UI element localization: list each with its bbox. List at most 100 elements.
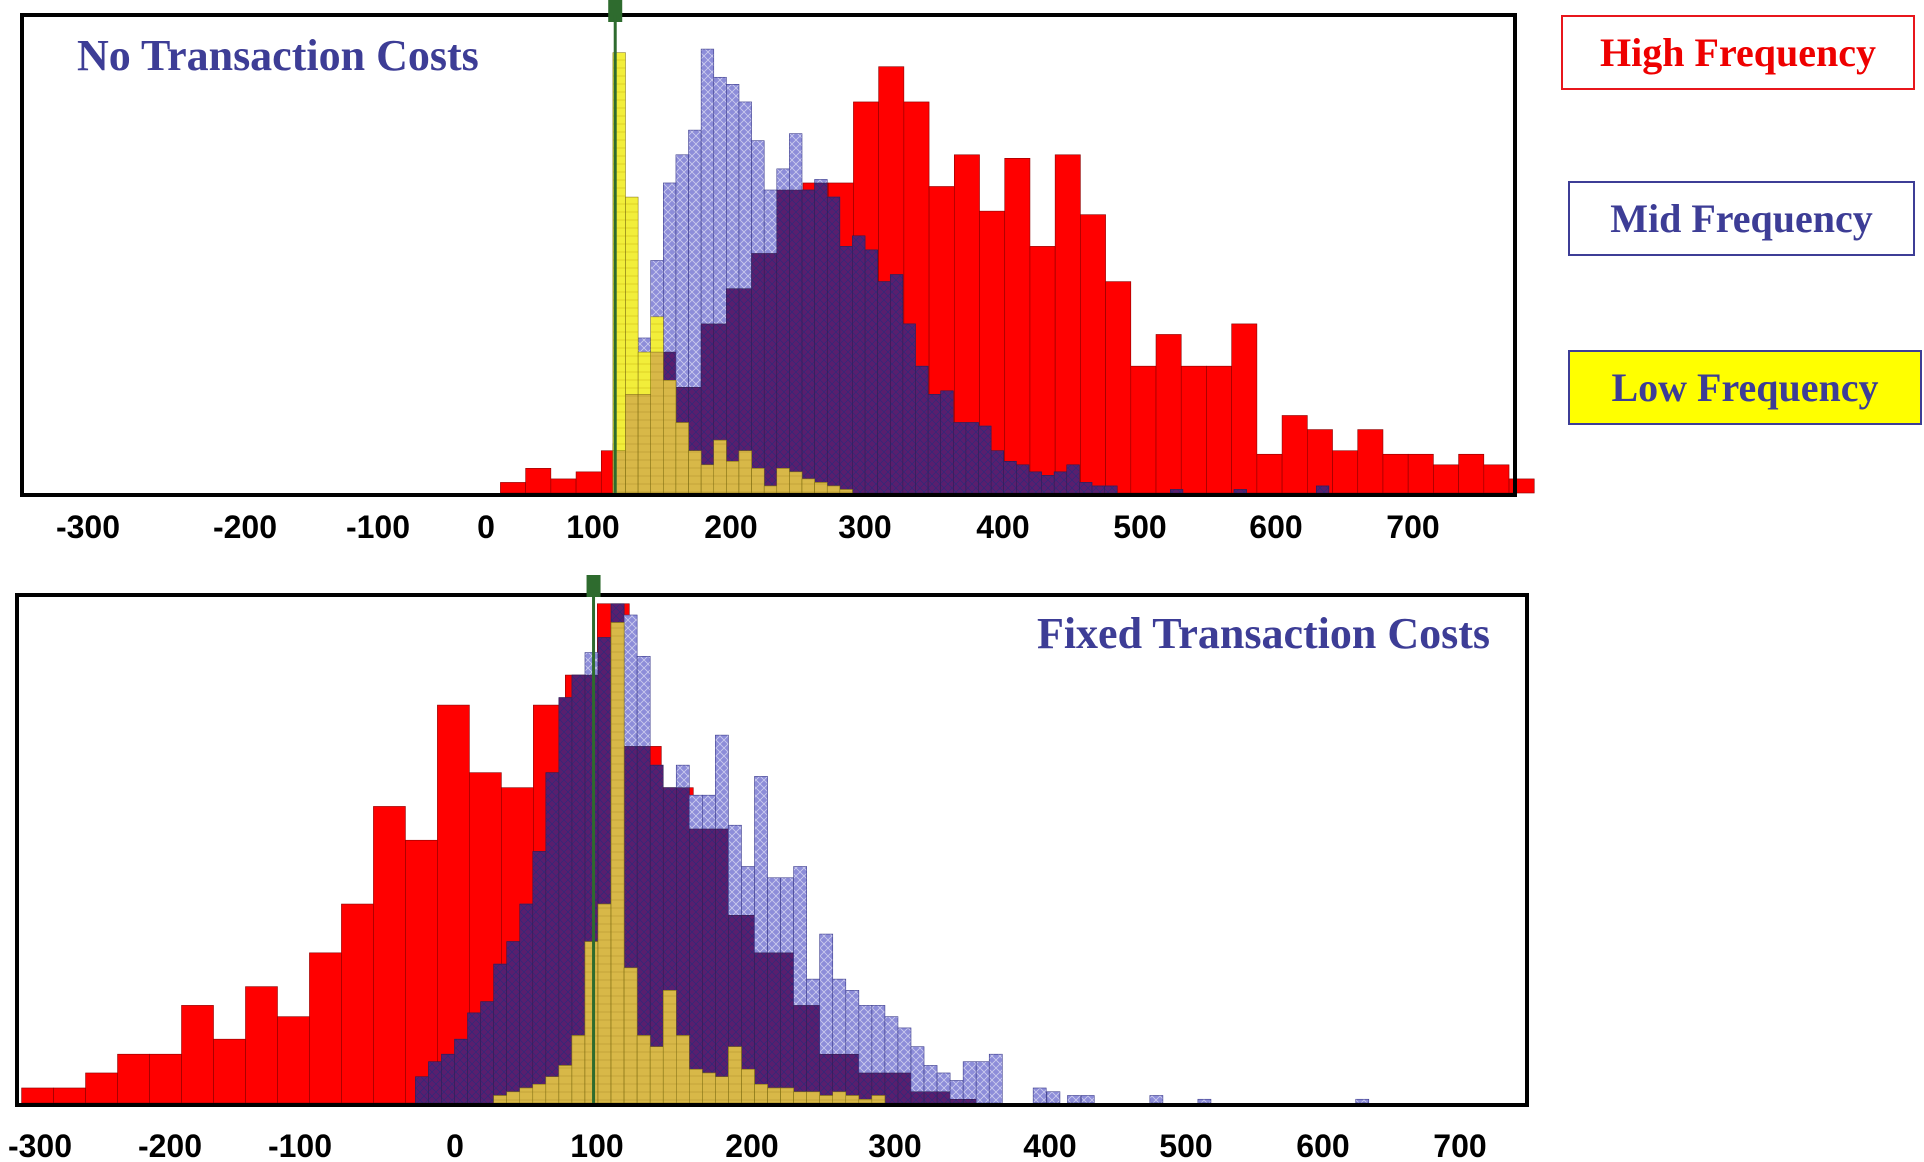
bar-mid-31 [819, 933, 834, 1104]
bar-low-1 [625, 196, 639, 494]
bar-low-12 [649, 1046, 664, 1104]
x-tick-label: 0 [446, 1128, 464, 1162]
bar-mid-26 [940, 390, 954, 494]
bar-low-18 [839, 489, 853, 494]
x-tick-label: -200 [213, 509, 277, 545]
bar-low-15 [801, 478, 815, 494]
x-tick-label: 300 [868, 1128, 921, 1162]
bar-mid-9 [726, 84, 740, 494]
x-tick-label: 200 [725, 1128, 778, 1162]
bar-high-11 [373, 806, 406, 1104]
bar-mid-37 [1079, 482, 1093, 494]
bar-mid-25 [927, 394, 941, 494]
legend-mid-frequency: Mid Frequency [1568, 181, 1915, 256]
bar-low-24 [806, 1091, 820, 1104]
plot-frame [20, 13, 1517, 497]
bar-mid-42 [962, 1061, 977, 1104]
bar-low-0 [493, 1095, 507, 1104]
bar-mid-42 [1315, 485, 1330, 494]
bar-mid-4 [467, 1012, 481, 1104]
bar-mid-22 [889, 274, 904, 494]
bar-mid-31 [1003, 460, 1017, 494]
bar-high-26 [1155, 334, 1182, 494]
bar-mid-25 [741, 866, 755, 1104]
bar-high-6 [213, 1038, 246, 1104]
bar-low-8 [713, 439, 727, 494]
bar-mid-34 [858, 1005, 873, 1104]
x-tick-label: -300 [56, 509, 120, 545]
bar-high-38 [1458, 453, 1485, 494]
bar-mid-32 [1016, 464, 1030, 494]
bar-mid-39 [1104, 485, 1118, 494]
bar-low-16 [702, 1072, 716, 1104]
bar-low-3 [650, 316, 664, 494]
panel-1: No Transaction Costs -300 -200 -100 0 100 200 3… [20, 0, 1535, 545]
bar-high-29 [1231, 323, 1258, 494]
bar-low-20 [754, 1083, 768, 1104]
bar-mid-26 [754, 776, 768, 1104]
bar-low-5 [675, 422, 689, 494]
bar-high-20 [1004, 158, 1031, 494]
bar-mid-6 [688, 129, 702, 494]
bar-high-10 [341, 903, 374, 1104]
bar-low-17 [826, 485, 841, 494]
bar-low-11 [751, 468, 765, 494]
bar-low-29 [871, 1095, 886, 1104]
bar-high-40 [1508, 478, 1535, 494]
bar-mid-10 [545, 772, 560, 1104]
bar-mid-29 [978, 425, 992, 494]
bar-high-27 [1180, 365, 1207, 494]
x-tick-label: 100 [570, 1128, 623, 1162]
bar-low-13 [662, 990, 677, 1104]
bar-mid-35 [871, 1005, 886, 1104]
x-tick-label: 0 [477, 509, 495, 545]
bar-low-26 [832, 1091, 847, 1104]
bar-mid-20 [675, 764, 690, 1104]
bar-mid-30 [806, 978, 821, 1104]
bar-low-14 [789, 471, 803, 494]
bar-high-25 [1130, 365, 1157, 494]
bar-mid-24 [915, 365, 929, 494]
bar-mid-33 [1028, 471, 1042, 494]
bar-high-0 [21, 1087, 54, 1104]
bar-low-9 [726, 461, 740, 494]
bar-mid-17 [826, 196, 841, 494]
bar-low-3 [532, 1083, 547, 1104]
x-tick-label: -300 [8, 1128, 72, 1162]
bar-high-28 [1206, 365, 1232, 494]
bar-low-25 [819, 1095, 833, 1104]
bar-mid-44 [988, 1053, 1003, 1104]
bar-high-1 [53, 1087, 86, 1104]
bar-mid-40 [1169, 489, 1184, 494]
bar-mid-51 [1355, 1098, 1370, 1104]
bar-mid-13 [776, 168, 790, 494]
bar-mid-50 [1197, 1098, 1212, 1104]
bar-mid-6 [493, 963, 508, 1104]
bar-low-6 [688, 450, 702, 494]
bar-high-24 [1105, 281, 1132, 494]
marker-line-top [608, 0, 623, 22]
bar-low-18 [728, 1046, 742, 1104]
x-tick-label: 500 [1113, 509, 1166, 545]
bar-mid-22 [702, 794, 716, 1104]
bar-mid-9 [532, 851, 547, 1104]
bar-high-31 [1281, 415, 1308, 494]
bar-mid-32 [832, 978, 847, 1104]
legend-low-frequency: Low Frequency [1568, 350, 1922, 425]
bar-mid-38 [1091, 485, 1105, 494]
bar-high-33 [1332, 450, 1359, 494]
bar-high-32 [1307, 429, 1333, 494]
marker-line-top [586, 575, 601, 597]
bar-low-23 [793, 1091, 807, 1104]
bar-mid-1 [428, 1061, 442, 1104]
bar-high-2 [550, 478, 577, 494]
bar-mid-17 [636, 655, 651, 1104]
bar-mid-2 [441, 1053, 455, 1104]
bar-mid-15 [801, 189, 815, 494]
bar-mid-20 [864, 249, 878, 494]
x-tick-label: -100 [346, 509, 410, 545]
bar-mid-8 [713, 76, 727, 494]
bar-mid-21 [877, 281, 891, 494]
bar-mid-40 [936, 1072, 951, 1104]
